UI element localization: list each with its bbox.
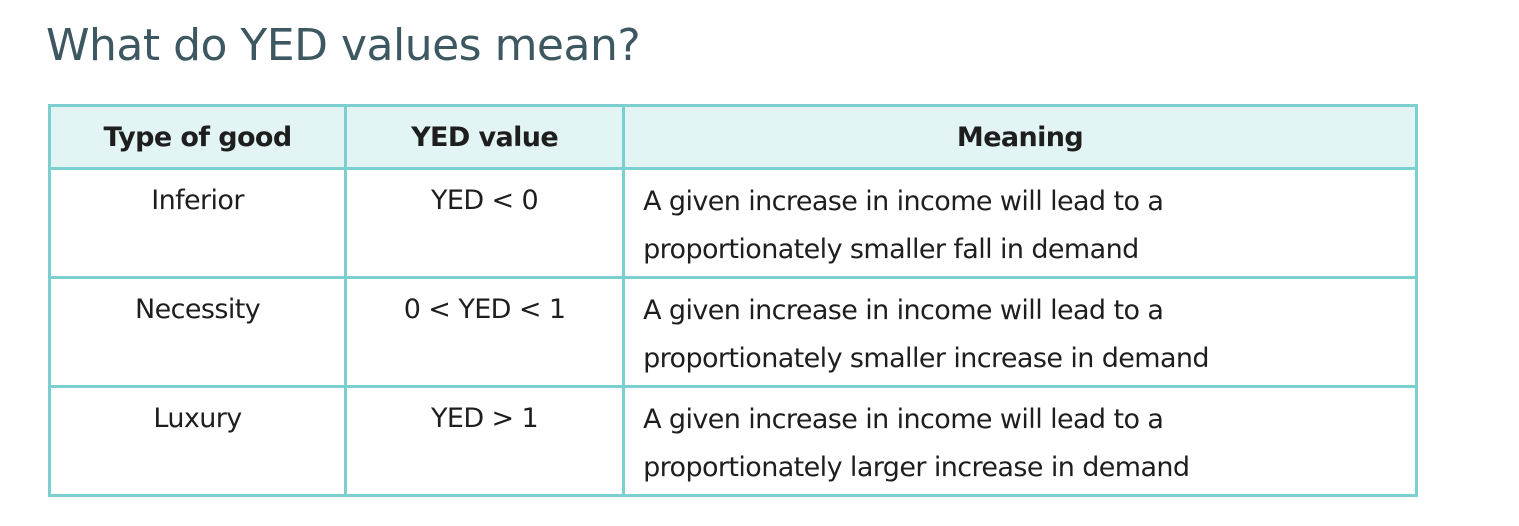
meaning-line-2: proportionately smaller fall in demand (643, 234, 1139, 265)
type-cell: Inferior (47, 167, 348, 279)
type-cell: Luxury (47, 385, 348, 497)
yed-table: Type of good YED value Meaning Inferior … (47, 104, 1418, 497)
meaning-line-1: A given increase in income will lead to … (643, 186, 1164, 217)
meaning-line-2: proportionately larger increase in deman… (643, 452, 1190, 483)
meaning-cell: A given increase in income will lead to … (622, 167, 1418, 279)
page-title: What do YED values mean? (46, 20, 641, 71)
header-yed-value: YED value (344, 104, 626, 170)
table-row: Luxury YED > 1 A given increase in incom… (47, 385, 1418, 497)
header-type-of-good: Type of good (47, 104, 348, 170)
meaning-line-1: A given increase in income will lead to … (643, 404, 1164, 435)
table-header-row: Type of good YED value Meaning (47, 104, 1418, 170)
yed-value-cell: YED < 0 (344, 167, 626, 279)
meaning-line-1: A given increase in income will lead to … (643, 295, 1164, 326)
table-row: Necessity 0 < YED < 1 A given increase i… (47, 276, 1418, 388)
header-meaning: Meaning (622, 104, 1418, 170)
meaning-cell: A given increase in income will lead to … (622, 276, 1418, 388)
yed-value-cell: YED > 1 (344, 385, 626, 497)
meaning-line-2: proportionately smaller increase in dema… (643, 343, 1209, 374)
table-row: Inferior YED < 0 A given increase in inc… (47, 167, 1418, 279)
meaning-cell: A given increase in income will lead to … (622, 385, 1418, 497)
type-cell: Necessity (47, 276, 348, 388)
yed-value-cell: 0 < YED < 1 (344, 276, 626, 388)
